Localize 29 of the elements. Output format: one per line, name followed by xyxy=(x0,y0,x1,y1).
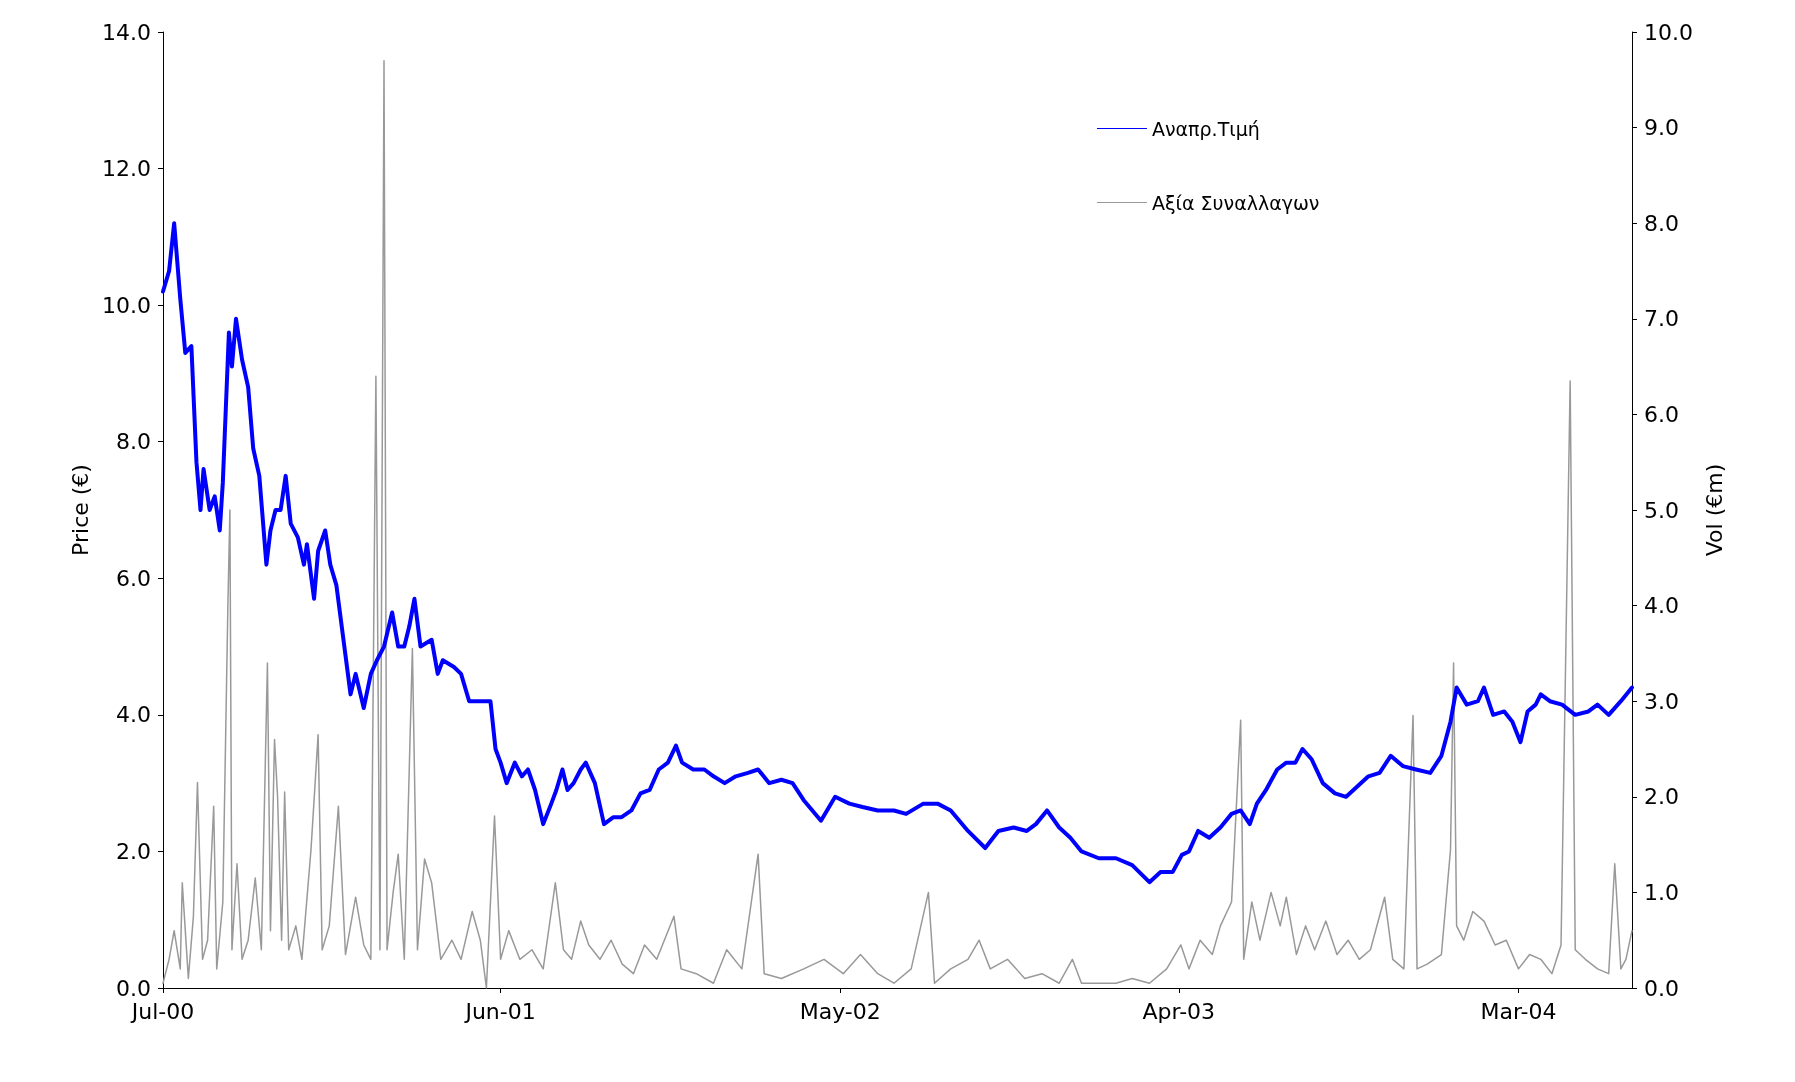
x-tick-label: Apr-03 xyxy=(1142,998,1216,1024)
y2-tick-label: 2.0 xyxy=(1644,784,1679,810)
legend-label: Αξία Συναλλαγων xyxy=(1151,191,1320,214)
y2-tick-label: 3.0 xyxy=(1644,688,1679,714)
y2-tick-label: 1.0 xyxy=(1644,879,1679,905)
y2-tick-label: 9.0 xyxy=(1644,115,1679,141)
y-tick-label: 8.0 xyxy=(116,429,151,455)
y2-tick-label: 7.0 xyxy=(1644,306,1679,332)
y-tick-label: 6.0 xyxy=(116,565,151,591)
y2-tick-label: 4.0 xyxy=(1644,593,1679,619)
y-tick-label: 14.0 xyxy=(102,19,151,45)
y2-tick-label: 10.0 xyxy=(1644,19,1693,45)
x-tick-label: Mar-04 xyxy=(1480,998,1557,1024)
y2-tick-label: 6.0 xyxy=(1644,401,1679,427)
y2-tick-label: 5.0 xyxy=(1644,497,1679,523)
y2-tick-label: 0.0 xyxy=(1644,975,1679,1001)
y-tick-label: 12.0 xyxy=(102,156,151,182)
y2-axis-title: Vol (€m) xyxy=(1702,463,1728,557)
y-tick-label: 0.0 xyxy=(116,975,151,1001)
y-tick-label: 4.0 xyxy=(116,702,151,728)
legend-label: Αναπρ.Τιμή xyxy=(1151,117,1260,140)
x-tick-label: May-02 xyxy=(799,998,881,1024)
y-tick-label: 10.0 xyxy=(102,292,151,318)
x-tick-label: Jun-01 xyxy=(463,998,536,1024)
x-tick-label: Jul-00 xyxy=(129,998,195,1024)
y-axis-title: Price (€) xyxy=(67,464,93,556)
line-series xyxy=(161,221,1634,885)
y-tick-label: 2.0 xyxy=(116,838,151,864)
y2-tick-label: 8.0 xyxy=(1644,210,1679,236)
